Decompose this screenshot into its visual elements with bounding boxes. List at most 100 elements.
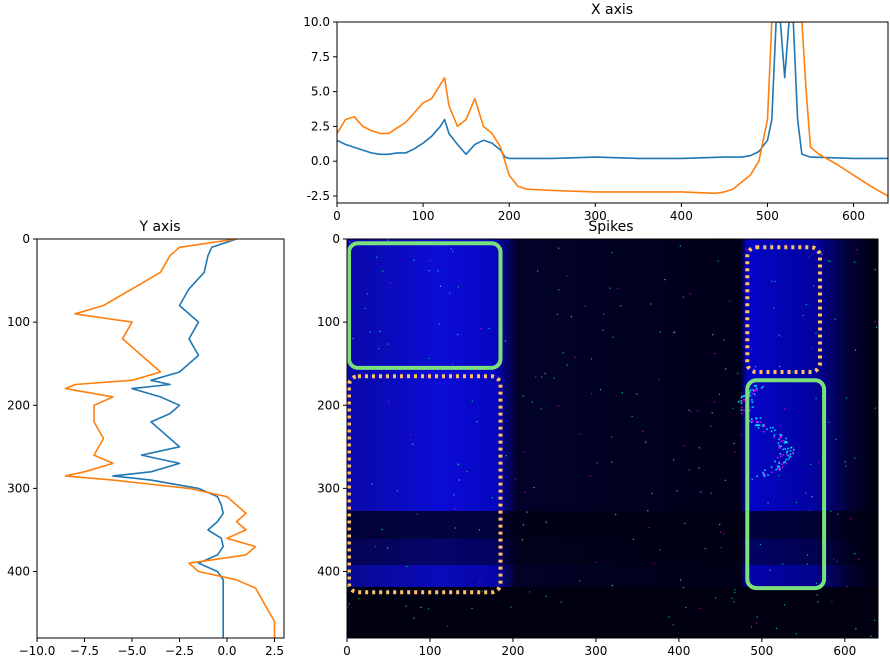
x-axis-series-line — [337, 22, 888, 197]
spike-dot — [688, 409, 690, 411]
spike-dot — [529, 591, 531, 593]
spike-dot — [807, 554, 809, 556]
spike-dot — [777, 442, 780, 444]
spike-dot — [762, 473, 765, 476]
spike-dot — [610, 436, 613, 438]
spike-dot — [830, 510, 832, 512]
spike-dot — [505, 455, 507, 457]
spike-dot — [584, 305, 586, 307]
spike-dot — [437, 270, 439, 272]
spike-dot — [783, 461, 785, 464]
spike-dot — [774, 429, 776, 432]
spike-dot — [789, 449, 792, 452]
spike-dot — [876, 326, 878, 328]
spike-dot — [767, 502, 769, 504]
x-tick-label: 500 — [756, 209, 779, 223]
spike-dot — [699, 607, 701, 609]
spike-dot — [347, 572, 349, 574]
y-axis-chart: Y axis −10.0 −7.5 −5.0 −2.5 0.0 2.5 0 100 200 300… — [7, 219, 285, 658]
spike-dot — [429, 260, 431, 262]
spike-dot — [751, 406, 754, 408]
spike-dot — [815, 397, 817, 400]
spike-dot — [560, 601, 562, 603]
spike-dot — [764, 474, 766, 476]
spike-dot — [874, 321, 876, 323]
spike-dot — [480, 328, 482, 330]
spike-dot — [778, 475, 780, 477]
spike-dot — [718, 393, 721, 395]
spike-dot — [754, 385, 756, 387]
spike-dot — [751, 478, 753, 480]
spike-dot — [755, 420, 758, 423]
spike-dot — [770, 430, 773, 433]
spike-dot — [795, 633, 797, 635]
spike-dot — [775, 627, 778, 629]
spike-dot — [817, 601, 819, 603]
spike-dot — [789, 453, 792, 455]
spike-dot — [673, 459, 675, 461]
x-tick-label: 100 — [412, 209, 435, 223]
spike-dot — [751, 399, 753, 401]
spike-dot — [570, 316, 572, 318]
spike-dot — [750, 418, 753, 420]
spike-dot — [714, 597, 717, 599]
spike-dot — [457, 463, 459, 465]
spike-dot — [740, 409, 743, 411]
x-axis-chart-frame — [336, 21, 889, 204]
y-tick-label: 7.5 — [311, 50, 330, 64]
spike-dot — [748, 420, 751, 422]
spike-dot — [776, 456, 779, 459]
spike-dot — [763, 472, 766, 475]
spike-dot — [758, 424, 761, 426]
spike-dot — [668, 616, 670, 618]
spike-dot — [611, 461, 613, 463]
spike-dot — [719, 523, 721, 526]
spike-dot — [579, 433, 581, 435]
spike-dot — [854, 457, 856, 459]
spike-dot — [778, 444, 781, 447]
spike-dot — [806, 563, 808, 565]
spike-dot — [420, 606, 422, 608]
spike-dot — [514, 478, 517, 480]
x-tick-label: 0 — [343, 644, 351, 658]
spike-dot — [704, 548, 706, 550]
spike-dot — [632, 538, 634, 540]
spike-dot — [787, 454, 790, 457]
spike-dot — [780, 335, 782, 337]
y-axis-chart-frame — [36, 238, 285, 639]
y-axis-chart-title: Y axis — [138, 219, 180, 235]
spike-dot — [756, 421, 759, 423]
spike-dot — [757, 424, 759, 426]
heatmap-lower-band — [347, 565, 878, 587]
spike-dot — [405, 605, 407, 607]
spike-dot — [349, 241, 351, 243]
x-tick-label: 0.0 — [217, 644, 236, 658]
spike-dot — [745, 249, 747, 251]
spike-dot — [749, 391, 751, 393]
y-tick-label: 0 — [332, 232, 340, 246]
spike-dot — [733, 601, 735, 603]
spike-dot — [780, 440, 782, 443]
spike-dot — [611, 584, 613, 586]
spike-dot — [556, 313, 558, 315]
y-tick-label: 0.0 — [311, 154, 330, 168]
spike-dot — [412, 443, 414, 445]
spike-dot — [782, 563, 784, 565]
spike-dot — [540, 408, 542, 410]
spike-dot — [740, 402, 743, 405]
spike-dot — [723, 339, 725, 341]
spike-dot — [659, 549, 661, 551]
spike-dot — [734, 591, 736, 594]
spike-dot — [615, 513, 617, 516]
spike-dot — [524, 491, 526, 494]
spike-dot — [780, 434, 783, 437]
spike-dot — [782, 454, 785, 456]
spike-dot — [712, 334, 714, 336]
spike-dot — [828, 421, 830, 423]
spike-dot — [774, 460, 776, 463]
spike-dot — [647, 510, 649, 512]
spike-dot — [785, 462, 787, 465]
spike-dot — [845, 397, 848, 399]
spike-dot — [454, 508, 456, 510]
